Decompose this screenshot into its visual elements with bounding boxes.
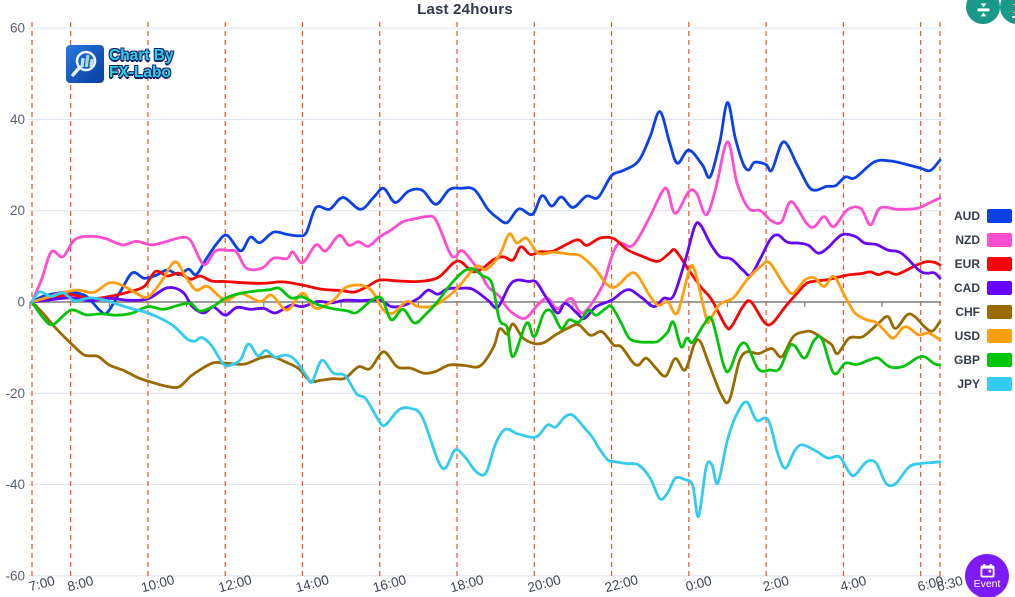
series-line-CAD[interactable] [30, 221, 942, 320]
logo-line2: FX-Labo [109, 64, 171, 81]
legend-item-CAD[interactable]: CAD [946, 276, 1012, 300]
legend-label: AUD [954, 209, 980, 223]
x-axis-label: 7:00 [27, 573, 56, 594]
expand-vertical-icon [1012, 3, 1015, 18]
legend-swatch [987, 233, 1012, 247]
x-axis-label: 6:30 [935, 573, 964, 594]
legend-swatch [987, 305, 1012, 319]
series-line-JPY[interactable] [30, 290, 942, 519]
logo-text: Chart By FX-Labo [109, 47, 174, 81]
legend-label: NZD [955, 233, 980, 247]
series-line-GBP[interactable] [30, 267, 942, 376]
legend-label: JPY [957, 377, 980, 391]
legend-item-CHF[interactable]: CHF [946, 300, 1012, 324]
series-line-USD[interactable] [30, 232, 942, 342]
y-axis-label: 40 [10, 112, 25, 127]
x-axis-label: 4:00 [839, 573, 868, 594]
series-line-EUR[interactable] [30, 235, 942, 331]
y-axis-label: -40 [5, 477, 25, 492]
x-axis-label: 6:00 [916, 573, 945, 594]
y-axis-label: 0 [17, 295, 25, 310]
x-axis-label: 2:00 [761, 573, 790, 594]
calendar-icon [980, 563, 994, 577]
legend-swatch [987, 281, 1012, 295]
legend-label: EUR [954, 257, 980, 271]
legend-item-AUD[interactable]: AUD [946, 204, 1012, 228]
legend-swatch [987, 329, 1012, 343]
legend-label: USD [954, 329, 980, 343]
legend-item-USD[interactable]: USD [946, 324, 1012, 348]
legend-label: CAD [954, 281, 980, 295]
y-axis-label: -60 [5, 568, 25, 583]
y-axis-label: 60 [10, 21, 25, 36]
chart-title: Last 24hours [417, 1, 513, 18]
y-axis-label: 20 [10, 203, 25, 218]
y-axis-label: -20 [5, 386, 25, 401]
legend-label: GBP [953, 353, 980, 367]
event-button[interactable]: Event [965, 554, 1009, 597]
series-line-NZD[interactable] [30, 140, 942, 320]
x-axis-label: 8:00 [66, 573, 95, 594]
legend-swatch [987, 209, 1012, 223]
event-button-label: Event [973, 577, 1001, 590]
legend-item-GBP[interactable]: GBP [946, 348, 1012, 372]
magnifier-chart-icon [66, 45, 104, 83]
legend-label: CHF [955, 305, 980, 319]
legend-item-NZD[interactable]: NZD [946, 228, 1012, 252]
series-line-CHF[interactable] [30, 300, 942, 405]
legend-swatch [987, 257, 1012, 271]
compress-vertical-button[interactable] [966, 0, 1000, 24]
legend-item-JPY[interactable]: JPY [946, 372, 1012, 396]
logo-line1: Chart By [109, 47, 174, 64]
legend-swatch [987, 353, 1012, 367]
x-axis-label: 0:00 [684, 573, 713, 594]
compress-vertical-icon [977, 3, 989, 17]
fx-labo-logo: Chart By FX-Labo [66, 45, 174, 83]
legend-swatch [987, 377, 1012, 391]
legend: AUD NZD EUR CAD CHF USD GBP JPY [946, 204, 1012, 396]
legend-item-EUR[interactable]: EUR [946, 252, 1012, 276]
series-line-AUD[interactable] [30, 101, 942, 316]
